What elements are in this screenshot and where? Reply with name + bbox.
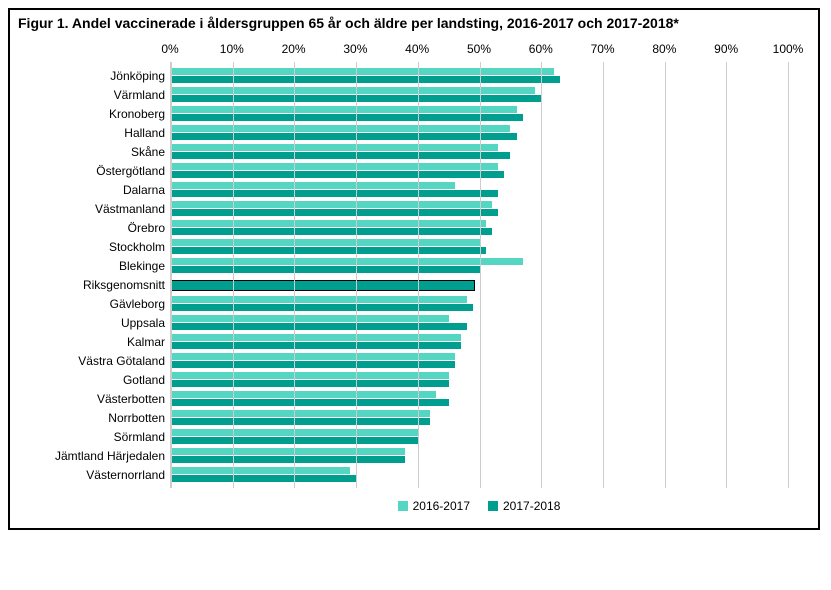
bar-series-0 [171,391,436,398]
x-tick-label: 90% [714,42,738,56]
category-label: Blekinge [119,259,165,273]
bar-series-1 [171,266,480,273]
category-label: Sörmland [114,430,165,444]
x-tick-label: 100% [773,42,804,56]
vaccination-figure: Figur 1. Andel vaccinerade i åldersgrupp… [8,8,820,530]
bar-series-1 [171,418,430,425]
gridline [541,62,542,488]
category-label: Norrbotten [108,411,165,425]
bar-series-0 [171,144,498,151]
bar-series-0 [171,410,430,417]
bar-series-0 [171,220,486,227]
category-label: Skåne [131,145,165,159]
category-label: Västmanland [95,202,165,216]
bar-series-0 [171,296,467,303]
x-tick-label: 40% [405,42,429,56]
gridline [233,62,234,488]
bar-series-0 [171,353,455,360]
gridline [726,62,727,488]
category-label: Stockholm [109,240,165,254]
bar-series-1 [171,152,510,159]
bar-series-0 [171,201,492,208]
bar-series-1 [171,475,356,482]
legend-item: 2016-2017 [398,499,470,513]
bar-series-1 [171,399,449,406]
gridline [171,62,172,488]
bar-series-0 [171,125,510,132]
bar-series-1 [171,228,492,235]
bar-series-0 [171,258,523,265]
category-label: Gotland [123,373,165,387]
gridline [788,62,789,488]
gridline [294,62,295,488]
category-label: Riksgenomsnitt [83,278,165,292]
bar-series-0 [171,68,554,75]
bar-series-0 [171,182,455,189]
category-label: Halland [124,126,165,140]
category-label: Dalarna [123,183,165,197]
bar-series-0 [171,448,405,455]
x-tick-label: 70% [591,42,615,56]
gridline [480,62,481,488]
bar-series-1 [171,190,498,197]
legend: 2016-2017 2017-2018 [170,494,788,518]
legend-swatch [398,501,408,511]
bar-series-0 [171,467,350,474]
bar-series-0 [171,315,449,322]
figure-title: Figur 1. Andel vaccinerade i åldersgrupp… [10,10,818,38]
category-label: Östergötland [96,164,165,178]
category-label: Kalmar [127,335,165,349]
bar-series-1 [171,361,455,368]
bar-riksgenomsnitt [171,280,475,291]
bar-series-0 [171,372,449,379]
bar-series-0 [171,106,517,113]
chart-wrap: 0% 10% 20% 30% 40% 50% 60% 70% 80% 90% 100% Jönköp… [10,38,818,528]
bar-series-0 [171,239,480,246]
bar-series-1 [171,247,486,254]
bar-series-1 [171,114,523,121]
category-label: Jönköping [110,69,165,83]
category-label: Kronoberg [109,107,165,121]
x-tick-label: 80% [652,42,676,56]
bar-chart: 0%10%20%30%40%50%60%70%80%90%100% Jönköp… [30,38,798,518]
gridline [418,62,419,488]
x-tick-label: 30% [343,42,367,56]
legend-label: 2017-2018 [503,499,560,513]
x-axis-ticks: 0%10%20%30%40%50%60%70%80%90%100% [170,38,788,62]
legend-item: 2017-2018 [488,499,560,513]
bar-series-0 [171,163,498,170]
gridline [356,62,357,488]
bar-series-1 [171,209,498,216]
bar-series-1 [171,323,467,330]
category-label: Västra Götaland [78,354,165,368]
bar-series-1 [171,456,405,463]
legend-label: 2016-2017 [413,499,470,513]
category-label: Värmland [114,88,165,102]
bar-series-1 [171,133,517,140]
x-tick-label: 50% [467,42,491,56]
x-tick-label: 60% [529,42,553,56]
bar-series-1 [171,171,504,178]
category-label: Västerbotten [97,392,165,406]
category-label: Västernorrland [86,468,165,482]
gridline [603,62,604,488]
bar-series-1 [171,76,560,83]
category-label: Örebro [128,221,165,235]
gridline [665,62,666,488]
category-label: Uppsala [121,316,165,330]
bar-series-1 [171,304,473,311]
category-label: Jämtland Härjedalen [55,449,165,463]
legend-swatch [488,501,498,511]
category-label: Gävleborg [110,297,165,311]
bar-series-1 [171,380,449,387]
plot-area: JönköpingVärmlandKronobergHallandSkåneÖs… [170,62,788,488]
x-tick-label: 10% [220,42,244,56]
x-tick-label: 0% [161,42,178,56]
x-tick-label: 20% [282,42,306,56]
